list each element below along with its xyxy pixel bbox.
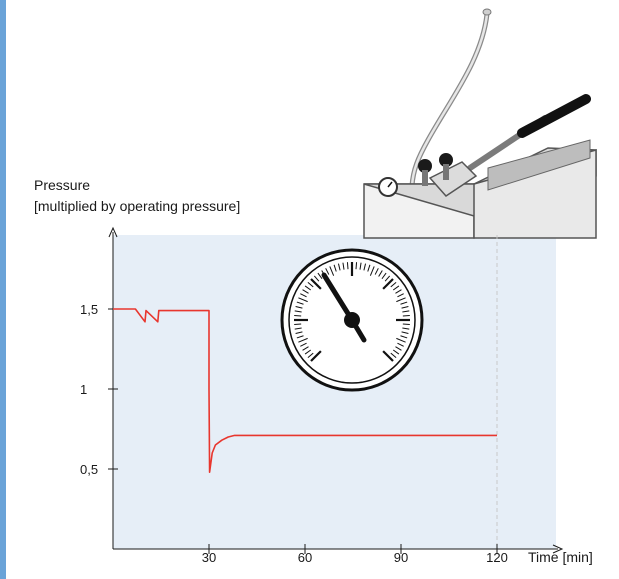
gauge-tick [333, 264, 337, 272]
gauge-tick [307, 281, 314, 288]
gauge-tick [382, 278, 394, 290]
gauge-tick [355, 262, 358, 270]
gauge-tick [342, 262, 345, 270]
gauge-tick [395, 289, 402, 294]
x-axis-ticks: 30 60 90 120 [202, 544, 508, 565]
gauge-tick [395, 346, 402, 351]
gauge-tick [295, 305, 303, 309]
gauge-tick [296, 301, 304, 305]
gauge-tick [337, 263, 341, 271]
x-tick-label: 60 [298, 550, 312, 565]
gauge-tick [296, 335, 304, 339]
gauge-tick [402, 310, 410, 313]
gauge-tick [374, 268, 379, 275]
y-axis-label-units: [multiplied by operating pressure] [34, 198, 241, 214]
gauge-tick [294, 327, 302, 330]
gauge-tick [363, 263, 367, 271]
gauge-tick [382, 350, 394, 362]
gauge-tick [402, 314, 410, 317]
y-tick-label: 0,5 [80, 462, 98, 477]
gauge-tick [392, 285, 400, 291]
gauge-tick [401, 305, 409, 309]
x-tick-label: 120 [486, 550, 508, 565]
gauge-tick [392, 349, 400, 355]
gauge-tick [390, 352, 397, 359]
gauge-tick [325, 268, 330, 275]
gauge-tick [397, 342, 404, 347]
gauge-tick [402, 327, 410, 330]
gauge-tick [298, 337, 308, 343]
y-tick-label: 1 [80, 382, 87, 397]
gauge-tick [329, 266, 335, 276]
gauge-tick [396, 297, 406, 303]
pressure-series-line [113, 308, 497, 474]
gauge-tick [390, 281, 397, 288]
gauge-tick [359, 262, 362, 270]
gauge-tick [384, 275, 391, 282]
gauge-tick [313, 275, 320, 282]
gauge-tick [300, 293, 307, 298]
gauge-tick [396, 337, 406, 343]
gauge-tick [346, 262, 349, 270]
y-axis-label: Pressure [34, 177, 91, 193]
gauge-tick [317, 272, 323, 280]
gauge-tick [304, 349, 312, 355]
gauge-tick [369, 266, 375, 276]
gauge-tick [307, 352, 314, 359]
gauge-tick [310, 350, 322, 362]
gauge-tick [400, 335, 408, 339]
gauge-tick [298, 297, 308, 303]
y-axis-arrow [108, 226, 118, 238]
y-axis-ticks: 0,5 1 1,5 [80, 302, 118, 477]
gauge-tick [300, 342, 307, 347]
gauge-tick [367, 264, 371, 272]
side-accent-bar [0, 0, 6, 579]
gauge-tick [401, 331, 409, 335]
x-axis-arrow [552, 544, 564, 554]
gauge-tick [294, 323, 302, 326]
gauge-tick [381, 272, 387, 280]
series-layer [113, 308, 497, 474]
gauge-tick [295, 331, 303, 335]
pressure-gauge-icon [280, 248, 424, 392]
gauge-tick [397, 293, 404, 298]
gauge-tick [378, 270, 383, 277]
x-axis-label: Time [min] [528, 549, 593, 565]
x-tick-label: 90 [394, 550, 408, 565]
gauge-tick [400, 301, 408, 305]
gauge-tick [402, 323, 410, 326]
gauge-tick [294, 310, 302, 313]
y-tick-label: 1,5 [80, 302, 98, 317]
x-tick-label: 30 [202, 550, 216, 565]
pressure-pump-illustration [363, 8, 597, 239]
gauge-tick [310, 278, 322, 290]
gauge-tick [302, 289, 309, 294]
gauge-tick [304, 285, 312, 291]
gauge-tick [294, 314, 302, 317]
gauge-tick [302, 346, 309, 351]
